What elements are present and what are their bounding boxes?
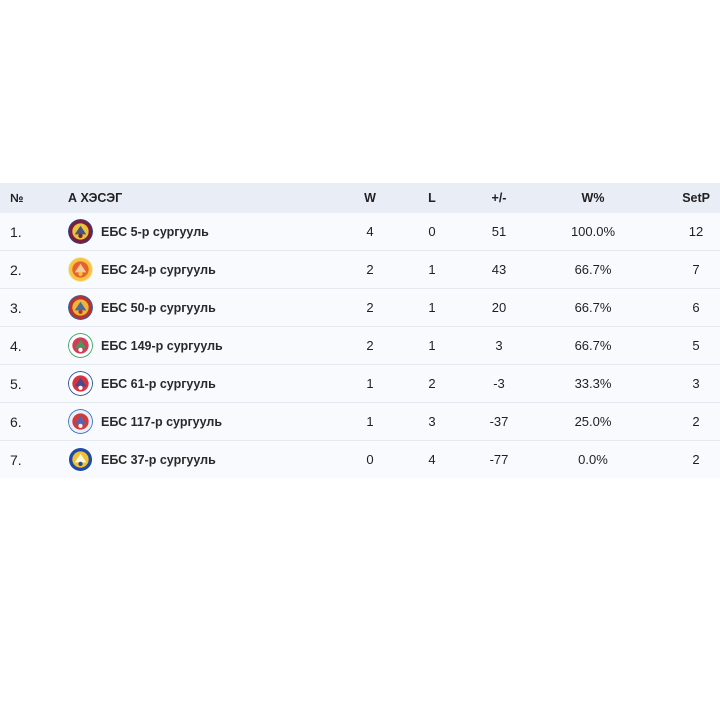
table-row[interactable]: 7. ЕБС 37-р сургууль 0 4 -77 0.0% 2 (0, 441, 720, 478)
standings-table: № А ХЭСЭГ W L +/- W% SetP 1. ЕБС 5-р сург… (0, 183, 720, 478)
wins-cell: 2 (366, 262, 374, 277)
team-name[interactable]: ЕБС 37-р сургууль (101, 452, 216, 467)
set-points-cell: 2 (692, 452, 700, 467)
set-points-cell: 2 (692, 414, 700, 429)
school-24-emblem-icon (68, 257, 93, 282)
team-cell: ЕБС 149-р сургууль (68, 327, 338, 364)
school-117-emblem-icon (68, 409, 93, 434)
table-row[interactable]: 5. ЕБС 61-р сургууль 1 2 -3 33.3% 3 (0, 365, 720, 403)
team-cell: ЕБС 50-р сургууль (68, 289, 338, 326)
win-percentage-cell: 25.0% (574, 414, 612, 429)
table-row[interactable]: 6. ЕБС 117-р сургууль 1 3 -37 25.0% 2 (0, 403, 720, 441)
team-name[interactable]: ЕБС 50-р сургууль (101, 300, 216, 315)
header-losses[interactable]: L (428, 191, 436, 205)
rank-cell: 2. (10, 261, 22, 278)
team-cell: ЕБС 5-р сургууль (68, 213, 338, 250)
rank-cell: 1. (10, 223, 22, 240)
school-5-emblem-icon (68, 219, 93, 244)
rank-cell: 5. (10, 375, 22, 392)
header-set-points[interactable]: SetP (682, 191, 710, 205)
losses-cell: 2 (428, 376, 436, 391)
point-diff-cell: -37 (489, 414, 509, 429)
losses-cell: 4 (428, 452, 436, 467)
set-points-cell: 3 (692, 376, 700, 391)
point-diff-cell: -3 (493, 376, 505, 391)
table-header-row: № А ХЭСЭГ W L +/- W% SetP (0, 183, 720, 213)
team-cell: ЕБС 24-р сургууль (68, 251, 338, 288)
losses-cell: 1 (428, 338, 436, 353)
team-name[interactable]: ЕБС 24-р сургууль (101, 262, 216, 277)
set-points-cell: 5 (692, 338, 700, 353)
table-row[interactable]: 2. ЕБС 24-р сургууль 2 1 43 66.7% 7 (0, 251, 720, 289)
header-rank: № (10, 191, 24, 205)
rank-cell: 7. (10, 451, 22, 468)
team-cell: ЕБС 117-р сургууль (68, 403, 338, 440)
rank-cell: 6. (10, 413, 22, 430)
header-wins[interactable]: W (364, 191, 376, 205)
wins-cell: 2 (366, 338, 374, 353)
wins-cell: 1 (366, 376, 374, 391)
rank-cell: 4. (10, 337, 22, 354)
wins-cell: 2 (366, 300, 374, 315)
win-percentage-cell: 66.7% (574, 338, 612, 353)
wins-cell: 0 (366, 452, 374, 467)
losses-cell: 3 (428, 414, 436, 429)
wins-cell: 4 (366, 224, 374, 239)
win-percentage-cell: 0.0% (578, 452, 608, 467)
win-percentage-cell: 100.0% (570, 224, 616, 239)
team-cell: ЕБС 37-р сургууль (68, 441, 338, 478)
set-points-cell: 6 (692, 300, 700, 315)
point-diff-cell: 20 (491, 300, 507, 315)
point-diff-cell: 51 (491, 224, 507, 239)
losses-cell: 1 (428, 300, 436, 315)
header-win-percentage[interactable]: W% (581, 191, 605, 205)
header-group-name: А ХЭСЭГ (68, 191, 123, 205)
rank-cell: 3. (10, 299, 22, 316)
win-percentage-cell: 66.7% (574, 262, 612, 277)
school-149-emblem-icon (68, 333, 93, 358)
team-name[interactable]: ЕБС 117-р сургууль (101, 414, 223, 429)
team-name[interactable]: ЕБС 149-р сургууль (101, 338, 223, 353)
set-points-cell: 12 (688, 224, 704, 239)
header-point-diff[interactable]: +/- (491, 191, 507, 205)
point-diff-cell: -77 (489, 452, 509, 467)
losses-cell: 1 (428, 262, 436, 277)
table-row[interactable]: 4. ЕБС 149-р сургууль 2 1 3 66.7% 5 (0, 327, 720, 365)
school-37-emblem-icon (68, 447, 93, 472)
point-diff-cell: 3 (495, 338, 503, 353)
losses-cell: 0 (428, 224, 436, 239)
school-61-emblem-icon (68, 371, 93, 396)
school-50-emblem-icon (68, 295, 93, 320)
team-name[interactable]: ЕБС 5-р сургууль (101, 224, 209, 239)
team-cell: ЕБС 61-р сургууль (68, 365, 338, 402)
table-row[interactable]: 1. ЕБС 5-р сургууль 4 0 51 100.0% 12 (0, 213, 720, 251)
wins-cell: 1 (366, 414, 374, 429)
team-name[interactable]: ЕБС 61-р сургууль (101, 376, 216, 391)
win-percentage-cell: 33.3% (574, 376, 612, 391)
win-percentage-cell: 66.7% (574, 300, 612, 315)
table-row[interactable]: 3. ЕБС 50-р сургууль 2 1 20 66.7% 6 (0, 289, 720, 327)
set-points-cell: 7 (692, 262, 700, 277)
point-diff-cell: 43 (491, 262, 507, 277)
